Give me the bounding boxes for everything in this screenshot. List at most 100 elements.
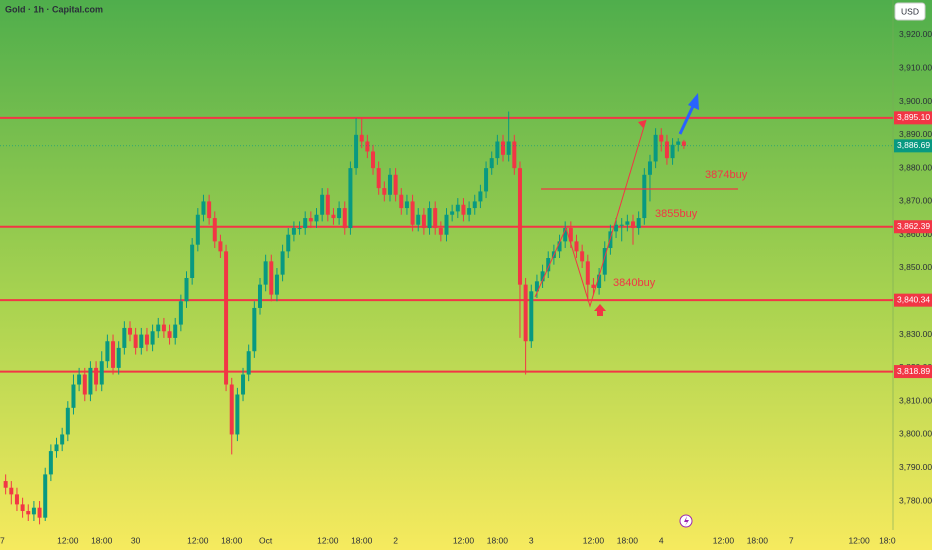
- candle-body: [659, 134, 664, 142]
- candle-body: [455, 204, 460, 212]
- candle-body: [54, 444, 59, 452]
- x-tick-label: 12:00: [453, 535, 475, 545]
- candle-body: [416, 214, 421, 225]
- x-tick-label: 12:00: [583, 535, 605, 545]
- candle-body: [111, 341, 116, 368]
- candle-body: [195, 214, 200, 245]
- x-tick-label: 18:00: [487, 535, 509, 545]
- candle-body: [303, 218, 308, 229]
- y-tick-label: 3,880.00: [899, 162, 932, 172]
- price-label-box: [894, 365, 932, 379]
- x-tick-label: 7: [789, 535, 794, 545]
- candle-body: [274, 274, 279, 295]
- candle-body: [404, 201, 409, 209]
- candle-body: [105, 341, 110, 362]
- candle-body: [461, 204, 466, 215]
- x-tick-label: 18:00: [221, 535, 243, 545]
- candle-body: [557, 241, 562, 252]
- x-tick-label: 12:00: [187, 535, 209, 545]
- candle-body: [484, 168, 489, 192]
- candle-body: [585, 261, 590, 285]
- x-tick-label: 12:00: [317, 535, 339, 545]
- candle-body: [218, 241, 223, 252]
- price-label-box: [894, 111, 932, 125]
- candle-body: [647, 161, 652, 175]
- price-label-box: [894, 220, 932, 234]
- candle-body: [540, 271, 545, 282]
- currency-button[interactable]: [894, 2, 926, 21]
- candle-body: [291, 228, 296, 235]
- x-tick-label: 30: [131, 535, 141, 545]
- candle-body: [478, 191, 483, 202]
- candle-body: [664, 141, 669, 159]
- candle-body: [257, 284, 262, 308]
- candle-body: [127, 327, 132, 335]
- candle-body: [342, 208, 347, 229]
- x-tick-label: 18:00: [617, 535, 639, 545]
- candle-body: [173, 324, 178, 338]
- candle-body: [88, 367, 93, 395]
- price-label: 3,862.39: [897, 221, 930, 231]
- candle-body: [387, 174, 392, 195]
- blue-arrow-head: [688, 93, 699, 110]
- price-label-box: [894, 139, 932, 153]
- annotation: 3840buy: [613, 277, 656, 289]
- annotation: 3855buy: [655, 208, 698, 220]
- candle-body: [190, 244, 195, 278]
- candle-body: [501, 141, 506, 155]
- x-tick-label: 2: [393, 535, 398, 545]
- y-tick-label: 3,890.00: [899, 129, 932, 139]
- candle-body: [252, 307, 257, 352]
- candle-body: [619, 224, 624, 226]
- y-tick-label: 3,830.00: [899, 329, 932, 339]
- price-label-box: [894, 293, 932, 307]
- up-arrow: [594, 304, 606, 316]
- y-tick-label: 3,810.00: [899, 395, 932, 405]
- candle-body: [546, 258, 551, 272]
- y-tick-label: 3,850.00: [899, 262, 932, 272]
- candle-body: [14, 494, 19, 505]
- candle-body: [139, 334, 144, 348]
- candle-body: [495, 141, 500, 159]
- candle-body: [48, 451, 53, 475]
- blue-arrow: [678, 103, 696, 135]
- candle-body: [184, 277, 189, 302]
- candle-body: [371, 151, 376, 169]
- arrow-head: [638, 120, 646, 128]
- candle-body: [280, 251, 285, 275]
- x-tick-label: 12:00: [848, 535, 870, 545]
- candle-body: [517, 168, 522, 285]
- candle-body: [167, 331, 172, 338]
- y-tick-label: 3,920.00: [899, 29, 932, 39]
- candle-body: [563, 228, 568, 242]
- candle-body: [337, 208, 342, 219]
- candle-body: [348, 168, 353, 229]
- candle-body: [320, 194, 325, 215]
- candle-body: [427, 208, 432, 229]
- candle-body: [512, 141, 517, 169]
- candle-body: [534, 281, 539, 292]
- x-tick-label: Oct: [259, 535, 273, 545]
- candle-body: [467, 208, 472, 215]
- currency: USD: [901, 6, 919, 16]
- candle-body: [82, 374, 87, 395]
- candle-body: [207, 201, 212, 219]
- candle-body: [676, 141, 681, 145]
- candle-body: [31, 507, 36, 515]
- candle-body: [410, 201, 415, 225]
- candle-body: [65, 407, 70, 435]
- candle-body: [636, 218, 641, 229]
- symbol-title: Gold · 1h · Capital.com: [5, 4, 103, 14]
- y-tick-label: 3,860.00: [899, 229, 932, 239]
- candle-body: [178, 301, 183, 325]
- candle-body: [60, 434, 65, 445]
- candle-body: [235, 394, 240, 435]
- candle-body: [263, 261, 268, 285]
- candle-body: [297, 228, 302, 230]
- candle-body: [354, 134, 359, 169]
- candle-body: [568, 228, 573, 242]
- candle-body: [365, 141, 370, 152]
- candle-body: [116, 347, 121, 368]
